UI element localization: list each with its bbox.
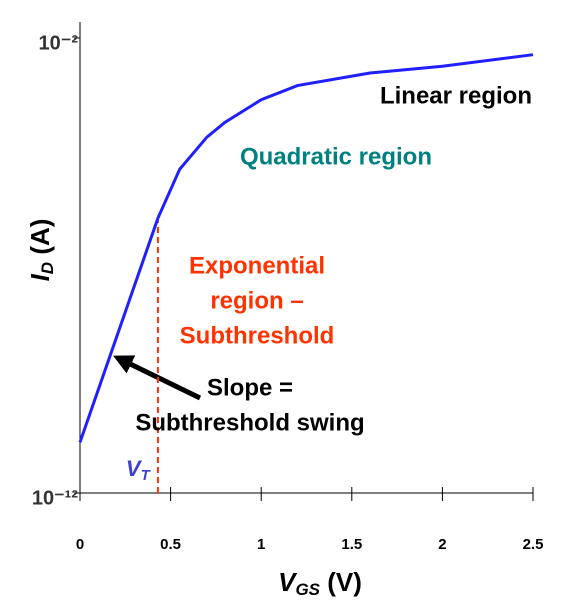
y-label-unit: (A) — [25, 219, 55, 262]
x-tick-label: 0.5 — [160, 536, 181, 553]
x-label-main: V — [278, 567, 298, 597]
x-label-unit: (V) — [320, 567, 362, 597]
annotation: Slope = — [207, 374, 293, 401]
y-axis-label: ID (A) — [25, 219, 58, 282]
x-label-sub: GS — [295, 580, 320, 599]
annotation: Linear region — [380, 82, 532, 109]
annotation: Subthreshold swing — [135, 409, 364, 436]
x-axis-label: VGS (V) — [278, 567, 362, 600]
annotation: region – — [210, 287, 303, 314]
x-tick-label: 2 — [438, 536, 446, 553]
vt-sub: T — [141, 467, 152, 484]
x-tick-label: 2.5 — [523, 536, 544, 553]
vt-main: V — [126, 456, 143, 481]
y-tick-label: 10⁻² — [39, 32, 79, 54]
y-label-main: I — [25, 273, 55, 281]
line — [78, 53, 534, 443]
y-tick-label: 10⁻¹² — [32, 487, 78, 509]
annotation: Quadratic region — [240, 143, 432, 170]
annotation: Exponential — [189, 252, 325, 279]
vt-label: VT — [126, 456, 152, 484]
x-tick-label: 0 — [76, 536, 84, 553]
x-tick-label: 1 — [257, 536, 265, 553]
x-tick-label: 1.5 — [341, 536, 362, 553]
slope-arrow — [113, 355, 202, 401]
y-label-sub: D — [38, 262, 57, 274]
annotation: Subthreshold — [180, 322, 335, 349]
